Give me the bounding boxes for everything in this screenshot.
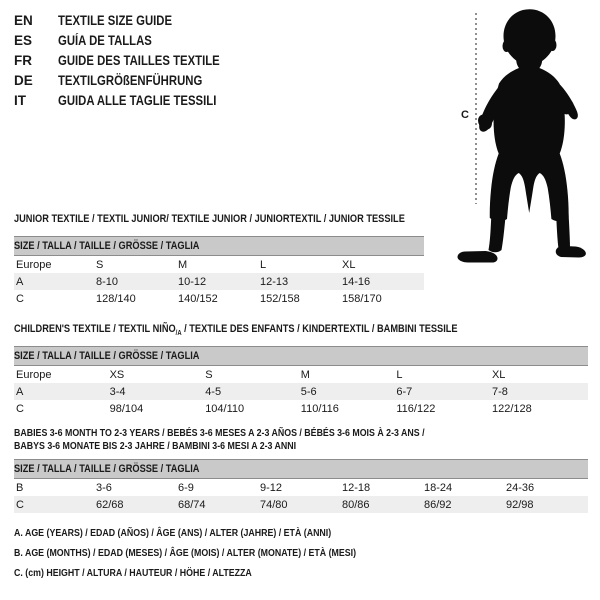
svg-text:C: C [461, 109, 469, 121]
